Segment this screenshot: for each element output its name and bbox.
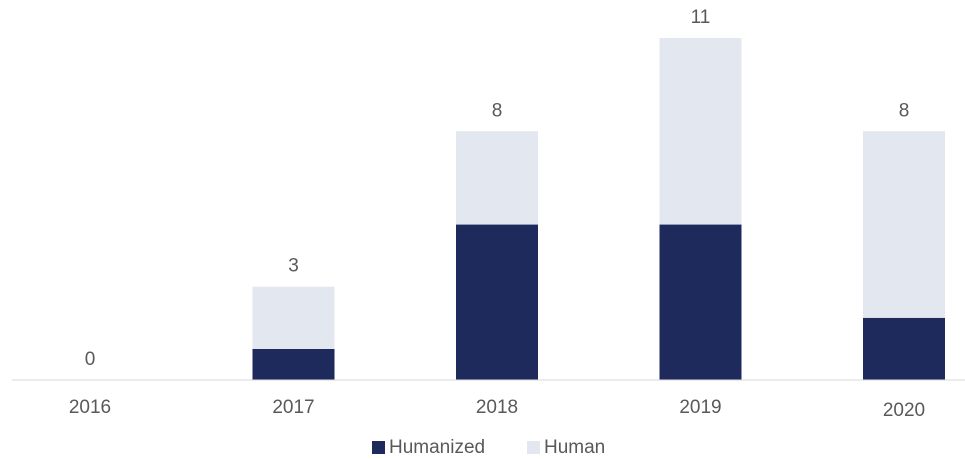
total-label: 11 [691, 7, 711, 28]
legend-swatch [527, 441, 540, 454]
bar-segment [252, 348, 335, 380]
bar-segment [863, 131, 945, 318]
total-label: 0 [85, 349, 96, 370]
bar-segment [659, 38, 742, 225]
bar-segment [659, 224, 742, 380]
legend-label: Human [544, 437, 605, 458]
bar-segment [456, 224, 538, 380]
total-label: 8 [492, 100, 503, 121]
legend-label: Humanized [389, 437, 485, 458]
x-tick-label: 2019 [679, 397, 721, 418]
bar-segment [456, 131, 538, 225]
total-label: 3 [288, 256, 299, 277]
legend-swatch [372, 441, 385, 454]
total-label: 8 [899, 100, 910, 121]
bar-segment [863, 317, 945, 380]
x-tick-label: 2018 [476, 397, 518, 418]
bar-segment [252, 286, 335, 349]
x-tick-label: 2016 [69, 397, 111, 418]
x-tick-label: 2020 [883, 400, 925, 421]
x-tick-label: 2017 [272, 397, 314, 418]
